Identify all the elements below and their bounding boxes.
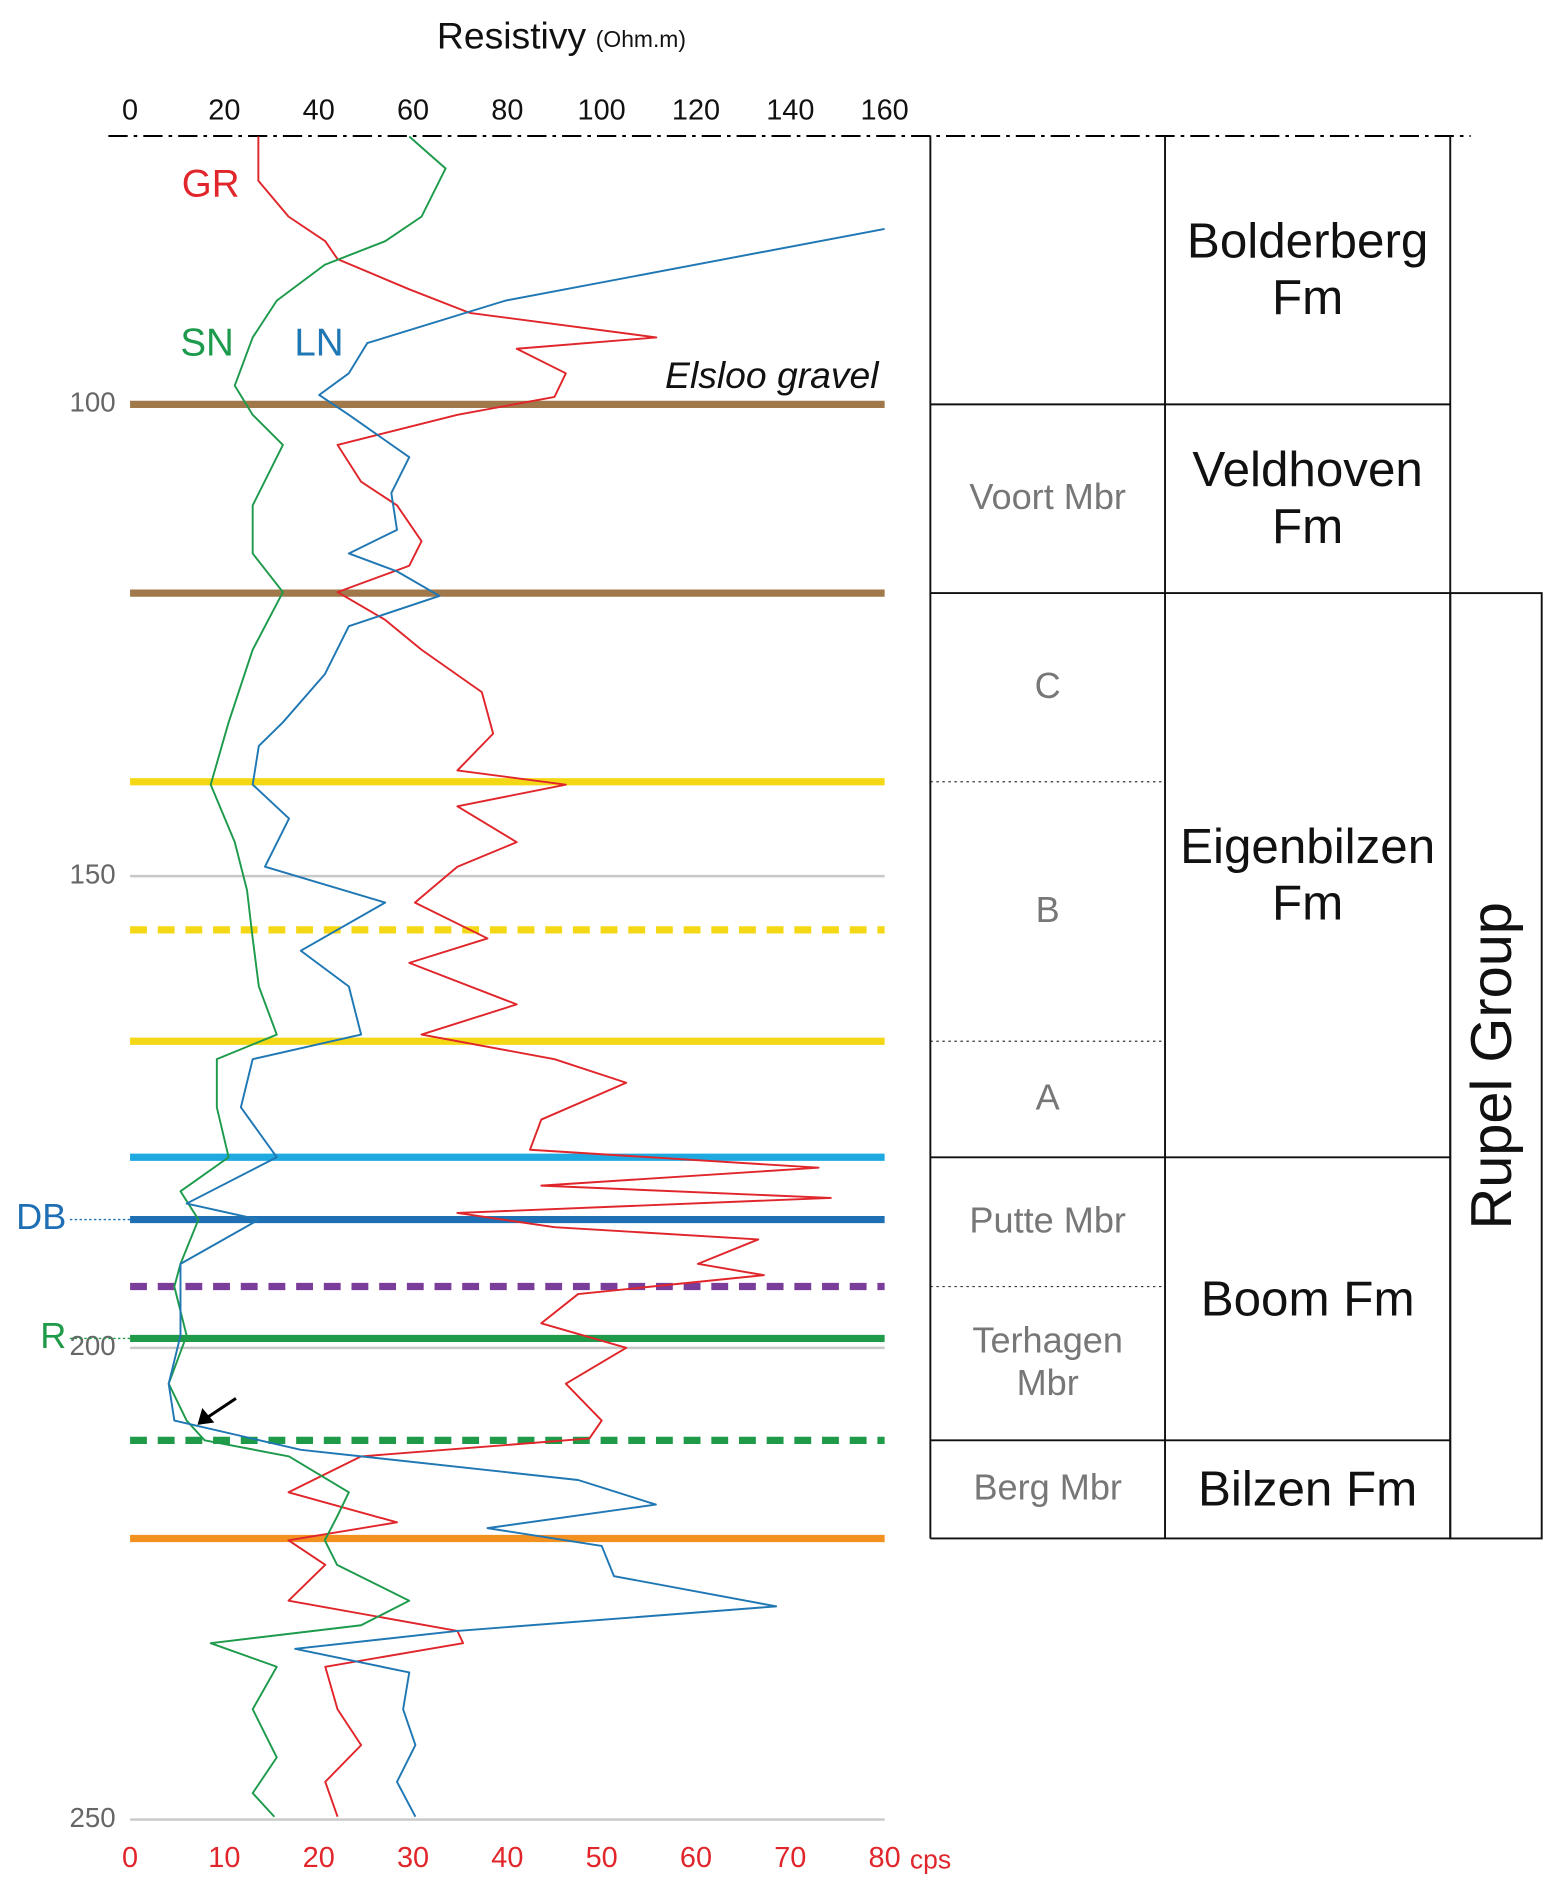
member-label: Putte Mbr bbox=[969, 1201, 1126, 1241]
y-tick-label: 100 bbox=[69, 387, 115, 418]
x-tick-label: 80 bbox=[491, 95, 523, 127]
chart-title: Resistivy bbox=[437, 14, 587, 56]
formation-label: Bolderberg Fm bbox=[1186, 213, 1429, 326]
formation-label: Veldhoven Fm bbox=[1192, 442, 1423, 555]
member-label: Terhagen Mbr bbox=[972, 1321, 1123, 1404]
x-tick-label: 40 bbox=[303, 95, 335, 127]
member-label-cell: Putte Mbr bbox=[969, 1201, 1126, 1241]
arrow bbox=[197, 1397, 237, 1425]
y-tick-label: 200 bbox=[69, 1330, 115, 1361]
curve-label: LN bbox=[294, 322, 343, 365]
x2-tick-label: 50 bbox=[586, 1842, 618, 1874]
x2-tick-label: 0 bbox=[122, 1842, 138, 1874]
log-curve bbox=[257, 136, 832, 1818]
member-label: Voort Mbr bbox=[969, 477, 1126, 518]
title-unit: (Ohm.m) bbox=[596, 26, 686, 52]
x2-tick-label: 60 bbox=[680, 1842, 712, 1874]
group-label: Rupel Group bbox=[1460, 902, 1524, 1229]
horizon-label: DB bbox=[16, 1196, 66, 1237]
curve-label: SN bbox=[180, 322, 233, 365]
member-label-cell: Terhagen Mbr bbox=[972, 1321, 1123, 1404]
x2-tick-label: 70 bbox=[774, 1842, 806, 1874]
formation-label-cell: Bolderberg Fm bbox=[1186, 213, 1429, 326]
horizon-label: R bbox=[40, 1315, 66, 1356]
x-tick-label: 120 bbox=[672, 95, 720, 127]
formation-label: Boom Fm bbox=[1200, 1270, 1415, 1326]
formation-label-cell: Boom Fm bbox=[1200, 1270, 1415, 1326]
member-label: Berg Mbr bbox=[973, 1468, 1122, 1509]
formation-label: Eigenbilzen Fm bbox=[1180, 818, 1436, 931]
formation-label-cell: Bilzen Fm bbox=[1197, 1460, 1418, 1517]
x-tick-label: 60 bbox=[397, 95, 429, 127]
member-label: C bbox=[1034, 666, 1061, 707]
member-label-cell: C bbox=[1034, 666, 1061, 707]
y-tick-label: 250 bbox=[69, 1802, 115, 1833]
member-label: A bbox=[1035, 1078, 1060, 1119]
curve-label: GR bbox=[182, 163, 240, 206]
x2-tick-label: 80 bbox=[869, 1842, 901, 1874]
x2-axis-label: cps bbox=[910, 1845, 951, 1875]
x-tick-label: 20 bbox=[208, 95, 240, 127]
x2-tick-label: 30 bbox=[397, 1842, 429, 1874]
x2-tick-label: 40 bbox=[491, 1842, 523, 1874]
log-curve bbox=[167, 227, 885, 1818]
member-label: B bbox=[1035, 890, 1060, 931]
member-label-cell: Voort Mbr bbox=[969, 477, 1126, 518]
x2-tick-label: 10 bbox=[208, 1842, 240, 1874]
annotation: Elsloo gravel bbox=[665, 354, 880, 396]
x-tick-label: 140 bbox=[766, 95, 814, 127]
log-curve bbox=[167, 135, 447, 1818]
formation-label-cell: Veldhoven Fm bbox=[1192, 442, 1423, 555]
x-tick-label: 0 bbox=[122, 95, 138, 127]
formation-label: Bilzen Fm bbox=[1197, 1460, 1418, 1517]
x2-tick-label: 20 bbox=[303, 1842, 335, 1874]
x-tick-label: 160 bbox=[861, 95, 909, 127]
y-tick-label: 150 bbox=[69, 858, 115, 889]
formation-label-cell: Eigenbilzen Fm bbox=[1180, 818, 1436, 931]
member-label-cell: Berg Mbr bbox=[973, 1468, 1122, 1509]
member-label-cell: B bbox=[1035, 890, 1060, 931]
group-box bbox=[1449, 592, 1543, 1540]
member-label-cell: A bbox=[1035, 1078, 1060, 1119]
x-tick-label: 100 bbox=[578, 95, 626, 127]
